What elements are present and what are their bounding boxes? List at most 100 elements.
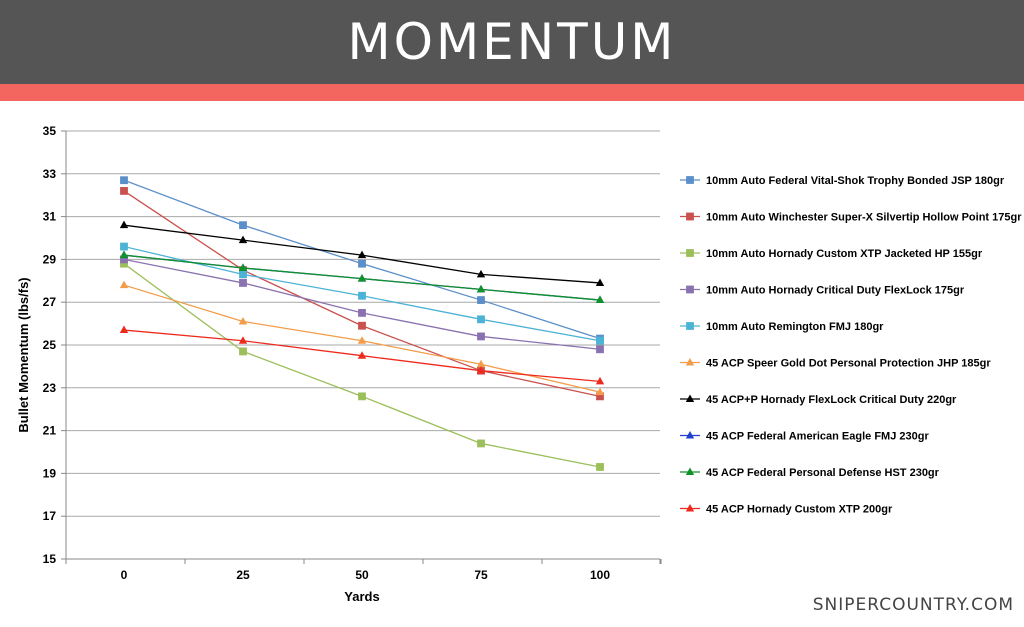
legend-marker-icon xyxy=(685,358,695,366)
legend-item: 10mm Auto Hornady Custom XTP Jacketed HP… xyxy=(680,248,983,260)
data-point xyxy=(476,269,486,278)
data-point xyxy=(238,263,248,271)
legend-label: 45 ACP Speer Gold Dot Personal Protectio… xyxy=(706,358,991,370)
legend-item: 45 ACP+P Hornady FlexLock Critical Duty … xyxy=(680,394,957,406)
data-point xyxy=(119,325,129,334)
legend-item: 10mm Auto Hornady Critical Duty FlexLock… xyxy=(680,285,965,297)
y-tick-label: 15 xyxy=(43,552,57,566)
series-3 xyxy=(120,259,604,471)
data-point xyxy=(238,316,248,325)
data-point xyxy=(596,336,604,345)
data-point xyxy=(357,351,367,359)
data-point xyxy=(358,308,366,317)
data-point xyxy=(119,250,129,259)
x-axis-label: Yards xyxy=(344,589,379,604)
legend-item: 45 ACP Federal Personal Defense HST 230g… xyxy=(680,467,940,479)
data-point xyxy=(120,176,128,185)
series-9 xyxy=(119,250,605,304)
data-point xyxy=(476,284,486,293)
legend-marker-icon xyxy=(686,249,694,257)
legend-label: 45 ACP Federal Personal Defense HST 230g… xyxy=(706,467,940,479)
data-point xyxy=(595,295,605,304)
y-tick-label: 25 xyxy=(43,338,57,352)
legend-label: 45 ACP Federal American Eagle FMJ 230gr xyxy=(706,431,929,443)
series-6 xyxy=(119,280,605,396)
data-point xyxy=(477,332,485,341)
legend-item: 45 ACP Speer Gold Dot Personal Protectio… xyxy=(680,358,991,370)
data-point xyxy=(358,291,366,300)
page-title: MOMENTUM xyxy=(347,13,677,71)
data-point xyxy=(476,366,486,374)
legend-label: 10mm Auto Federal Vital-Shok Trophy Bond… xyxy=(706,175,1005,187)
data-point xyxy=(357,250,367,259)
legend-item: 10mm Auto Winchester Super-X Silvertip H… xyxy=(680,212,1022,224)
legend-marker-icon xyxy=(686,322,694,330)
legend-marker-icon xyxy=(685,394,695,402)
legend-label: 10mm Auto Winchester Super-X Silvertip H… xyxy=(706,212,1022,224)
y-tick-label: 17 xyxy=(43,509,57,523)
data-point xyxy=(239,221,247,230)
legend-item: 45 ACP Hornady Custom XTP 200gr xyxy=(680,504,893,516)
y-tick-label: 33 xyxy=(43,167,57,181)
y-tick-label: 29 xyxy=(43,252,57,266)
momentum-line-chart: 15 17 19 21 23 25 27 29 31 33 35 0 25 50 75 100 10mm Au… xyxy=(16,124,1022,604)
data-point xyxy=(596,345,604,354)
series-5 xyxy=(120,242,604,345)
legend-label: 10mm Auto Hornady Critical Duty FlexLock… xyxy=(706,285,965,297)
x-tick-label: 75 xyxy=(474,568,488,582)
y-tick-label: 31 xyxy=(43,210,57,224)
data-point xyxy=(477,296,485,304)
site-watermark: SNIPERCOUNTRY.COM xyxy=(812,595,1014,615)
data-point xyxy=(477,315,485,324)
legend-label: 10mm Auto Remington FMJ 180gr xyxy=(706,321,884,333)
data-point xyxy=(596,463,604,471)
data-point xyxy=(357,274,367,282)
legend-marker-icon xyxy=(685,431,695,439)
legend-item: 45 ACP Federal American Eagle FMJ 230gr xyxy=(680,431,929,443)
data-point xyxy=(119,220,129,229)
data-point xyxy=(239,279,247,287)
data-point xyxy=(238,336,248,344)
series-4 xyxy=(120,255,604,354)
series-10 xyxy=(119,325,605,385)
data-point xyxy=(120,187,128,195)
chart-container: 15 17 19 21 23 25 27 29 31 33 35 0 25 50 75 100 10mm Au… xyxy=(0,101,1024,622)
legend-marker-icon xyxy=(685,467,695,475)
data-point xyxy=(476,359,486,368)
data-point xyxy=(357,336,367,344)
legend-marker-icon xyxy=(686,285,694,294)
series-7 xyxy=(119,220,605,286)
y-tick-label: 35 xyxy=(43,124,57,138)
legend-marker-icon xyxy=(685,504,695,512)
y-tick-label: 27 xyxy=(43,295,57,309)
legend-label: 45 ACP Hornady Custom XTP 200gr xyxy=(706,504,893,516)
legend-marker-icon xyxy=(686,212,694,221)
data-point xyxy=(358,321,366,330)
y-axis-label: Bullet Momentum (lbs/fs) xyxy=(16,277,31,432)
accent-bar xyxy=(0,84,1024,101)
data-point xyxy=(358,259,366,268)
data-point xyxy=(119,280,129,289)
legend-item: 10mm Auto Federal Vital-Shok Trophy Bond… xyxy=(680,175,1005,187)
legend-label: 10mm Auto Hornady Custom XTP Jacketed HP… xyxy=(706,248,983,260)
y-tick-label: 23 xyxy=(43,381,57,395)
legend-marker-icon xyxy=(686,176,694,184)
data-point xyxy=(239,270,247,279)
data-point xyxy=(358,392,366,401)
title-banner: MOMENTUM xyxy=(0,0,1024,84)
data-point xyxy=(239,347,247,356)
x-tick-label: 50 xyxy=(355,568,369,582)
data-point xyxy=(595,376,605,385)
legend-item: 10mm Auto Remington FMJ 180gr xyxy=(680,321,884,333)
legend-label: 45 ACP+P Hornady FlexLock Critical Duty … xyxy=(706,394,957,406)
x-tick-label: 0 xyxy=(121,568,128,582)
data-point xyxy=(238,235,248,244)
data-point xyxy=(477,439,485,448)
data-point xyxy=(595,278,605,286)
x-tick-label: 100 xyxy=(590,568,610,582)
y-tick-label: 21 xyxy=(43,424,57,438)
data-point xyxy=(595,387,605,396)
data-point xyxy=(120,242,128,251)
y-tick-label: 19 xyxy=(43,466,57,480)
x-tick-label: 25 xyxy=(236,568,250,582)
